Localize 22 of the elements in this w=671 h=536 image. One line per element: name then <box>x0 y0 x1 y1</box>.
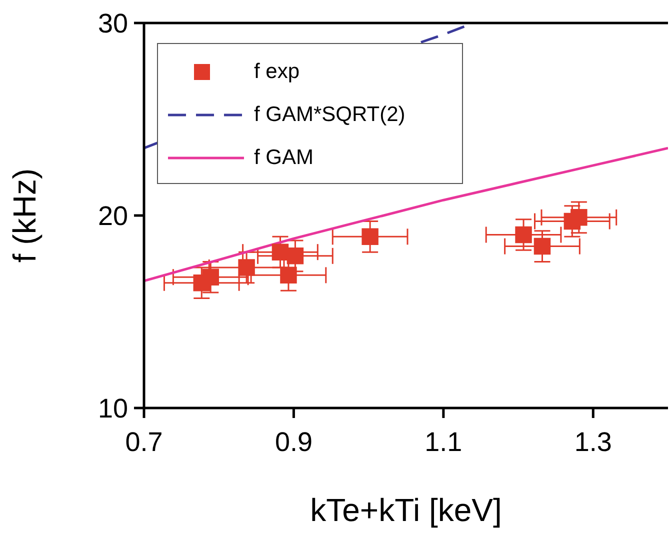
legend-label: f GAM*SQRT(2) <box>254 102 406 126</box>
y-axis-title: f (kHz) <box>6 168 42 263</box>
y-tick-label: 30 <box>98 8 128 39</box>
point <box>570 209 588 226</box>
x-tick-label: 1.1 <box>424 427 462 458</box>
legend-label: f exp <box>254 60 300 84</box>
point <box>202 268 219 286</box>
point <box>515 226 532 244</box>
legend-label: f GAM <box>254 146 314 170</box>
y-tick-label: 20 <box>98 201 128 232</box>
point <box>238 259 255 276</box>
point <box>362 228 378 246</box>
point <box>272 244 289 260</box>
point <box>534 238 551 255</box>
y-tick-label: 10 <box>98 394 128 424</box>
x-axis-title: kTe+kTi [keV] <box>310 492 502 528</box>
line-series <box>144 146 668 282</box>
point <box>280 266 297 284</box>
point <box>286 248 304 264</box>
x-tick-label: 0.7 <box>125 427 163 458</box>
x-tick-label: 1.3 <box>574 427 612 458</box>
x-tick-label: 0.9 <box>274 427 312 458</box>
